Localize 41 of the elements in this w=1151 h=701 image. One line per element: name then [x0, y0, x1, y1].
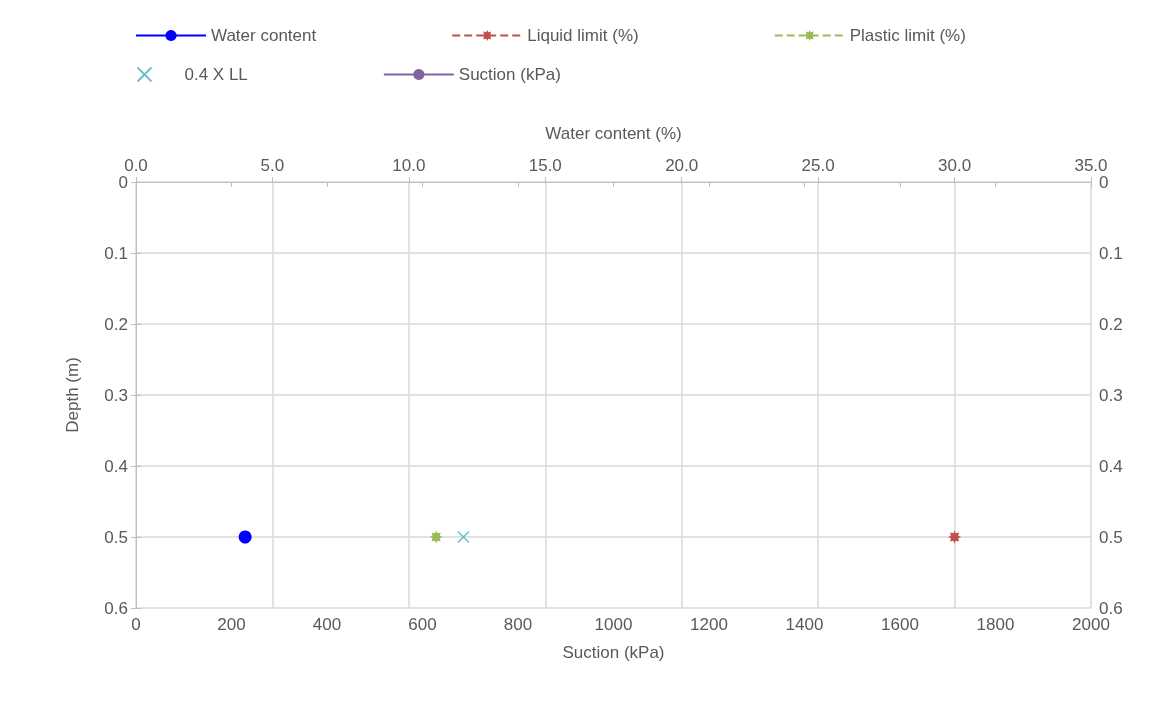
x2-tick-label: 35.0: [1074, 156, 1108, 175]
x-tick-label: 1200: [690, 615, 728, 634]
x2-tick-label: 15.0: [528, 156, 562, 175]
y-tick-label: 0.6: [104, 598, 128, 618]
x2-tick-label: 25.0: [801, 156, 835, 175]
x2-tick-label: 0.0: [124, 156, 148, 175]
x2-axis-title: Water content (%): [545, 124, 682, 143]
y2-tick-label: 0.2: [1099, 314, 1123, 334]
legend-label: Plastic limit (%): [849, 26, 966, 45]
y-tick-label: 0.3: [104, 385, 128, 405]
x-tick-label: 1800: [976, 615, 1015, 634]
y-tick-label: 0.1: [104, 243, 128, 263]
y-tick-label: 0.4: [104, 456, 128, 476]
y2-tick-label: 0.3: [1099, 385, 1123, 405]
legend-label: Suction (kPa): [458, 65, 561, 84]
x-tick-label: 200: [217, 615, 246, 634]
y2-tick-label: 0.5: [1099, 527, 1123, 547]
x-tick-label: 1600: [881, 615, 919, 634]
x-tick-label: 600: [408, 615, 437, 634]
x2-tick-label: 5.0: [260, 156, 285, 175]
y2-tick-label: 0: [1099, 172, 1109, 192]
y2-tick-label: 0.4: [1099, 456, 1123, 476]
y-tick-label: 0.2: [104, 314, 128, 334]
x2-tick-label: 20.0: [665, 156, 699, 175]
x-tick-label: 0: [131, 615, 141, 634]
x-tick-label: 400: [312, 615, 342, 634]
x2-tick-label: 10.0: [392, 156, 426, 175]
y-tick-label: 0: [118, 172, 128, 192]
x-tick-label: 800: [503, 615, 533, 634]
x-axis-title: Suction (kPa): [562, 643, 665, 662]
legend-label: Liquid limit (%): [527, 26, 639, 45]
y2-tick-label: 0.6: [1099, 598, 1123, 618]
x-tick-label: 2000: [1072, 615, 1110, 634]
y-axis-title: Depth (m): [63, 357, 82, 433]
legend-label: 0.4 X LL: [184, 65, 248, 84]
y-tick-label: 0.5: [104, 527, 128, 547]
x-tick-label: 1400: [785, 615, 824, 634]
x2-tick-label: 30.0: [938, 156, 972, 175]
y2-tick-label: 0.1: [1099, 243, 1123, 263]
x-tick-label: 1000: [594, 615, 633, 634]
legend-label: Water content: [211, 26, 317, 45]
